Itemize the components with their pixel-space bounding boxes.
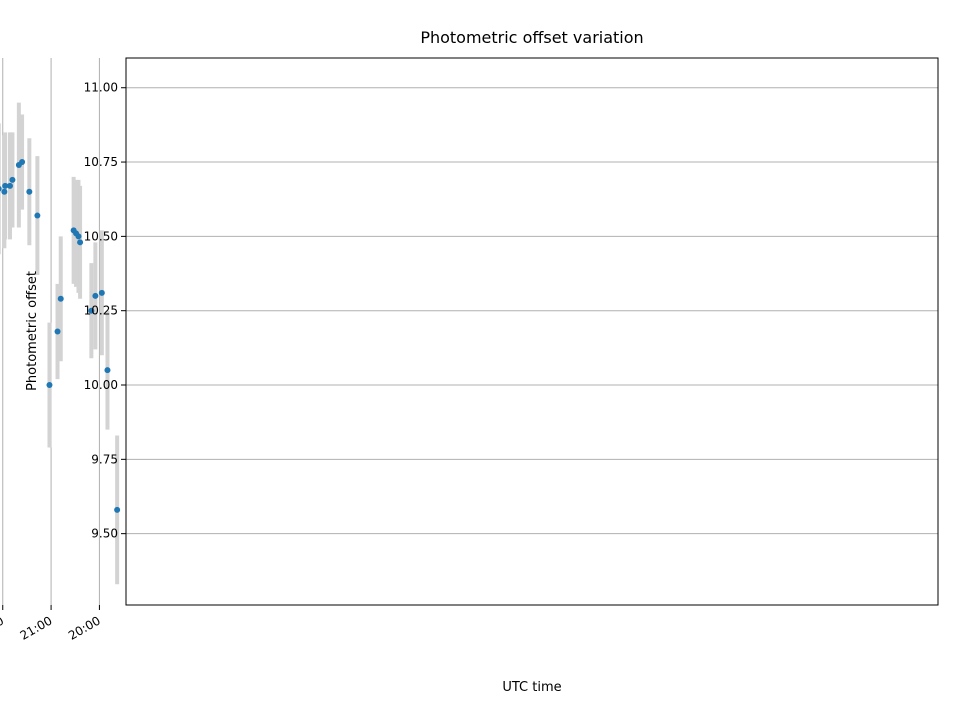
data-point bbox=[57, 295, 64, 302]
data-point bbox=[2, 182, 9, 189]
data-point bbox=[98, 289, 105, 296]
y-tick-label: 9.75 bbox=[91, 452, 118, 466]
data-point bbox=[54, 328, 61, 335]
chart-title: Photometric offset variation bbox=[420, 28, 643, 47]
data-point bbox=[15, 162, 22, 169]
y-tick-label: 10.25 bbox=[84, 304, 118, 318]
x-axis-label: UTC time bbox=[502, 680, 561, 695]
data-point bbox=[7, 182, 13, 189]
data-point bbox=[77, 239, 84, 246]
data-points bbox=[0, 159, 121, 513]
y-tick-label: 9.50 bbox=[91, 527, 118, 541]
data-point bbox=[114, 506, 121, 513]
y-axis-label: Photometric offset bbox=[25, 271, 40, 391]
data-point bbox=[1, 188, 8, 195]
y-tick-label: 10.50 bbox=[84, 229, 118, 243]
data-point bbox=[0, 186, 2, 192]
data-point bbox=[88, 307, 95, 314]
data-point bbox=[70, 227, 77, 234]
y-tick-label: 11.00 bbox=[84, 81, 118, 95]
y-tick-label: 10.75 bbox=[84, 155, 118, 169]
plot-frame bbox=[125, 57, 939, 606]
data-point bbox=[92, 292, 99, 299]
data-point bbox=[104, 367, 111, 374]
data-point bbox=[46, 382, 53, 389]
y-tick-label: 10.00 bbox=[84, 378, 118, 392]
data-point bbox=[9, 176, 16, 183]
data-point bbox=[34, 212, 41, 219]
data-point bbox=[26, 188, 33, 195]
y-axis-ticks: 9.50 9.75 10.00 10.25 10.50 10.75 11.00 bbox=[84, 81, 126, 541]
